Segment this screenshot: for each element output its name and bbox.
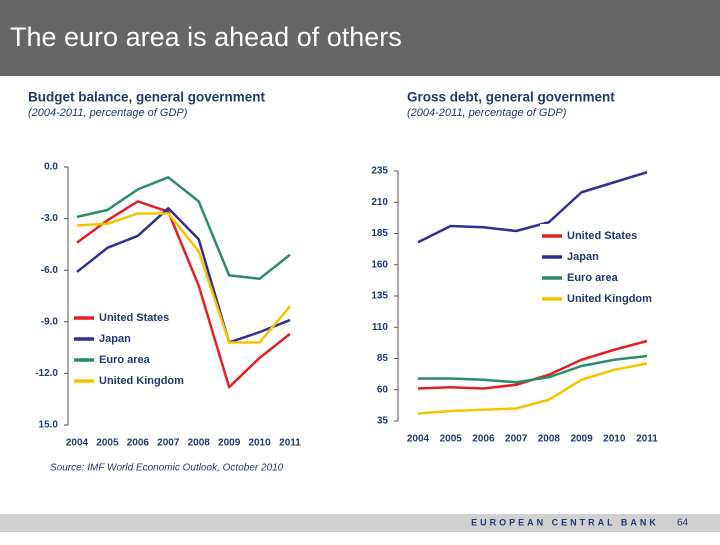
y-tick-label: -12.0 xyxy=(35,368,58,379)
x-tick-label: 2010 xyxy=(603,434,626,445)
x-tick-label: 2008 xyxy=(538,434,561,445)
x-tick-label: 2009 xyxy=(570,434,593,445)
x-tick-label: 2006 xyxy=(472,434,495,445)
x-tick-label: 2005 xyxy=(440,434,463,445)
series-line xyxy=(76,212,291,344)
chart-subtitle: (2004-2011, percentage of GDP) xyxy=(407,107,567,119)
y-tick-label: 110 xyxy=(372,322,389,333)
y-tick-label: 0.0 xyxy=(44,162,58,173)
y-tick-label: 60 xyxy=(377,384,389,395)
legend-label: United Kingdom xyxy=(99,375,184,387)
source: Source: IMF World Economic Outlook, Octo… xyxy=(50,463,284,474)
x-tick-label: 2007 xyxy=(157,438,180,449)
y-tick-label: -6.0 xyxy=(41,265,59,276)
y-tick-label: 210 xyxy=(371,197,388,208)
x-tick-label: 2008 xyxy=(188,438,211,449)
y-tick-label: -3.0 xyxy=(41,213,59,224)
x-tick-label: 2009 xyxy=(218,438,241,449)
y-tick-label: 185 xyxy=(371,228,388,239)
series-line xyxy=(417,171,648,244)
x-tick-label: 2004 xyxy=(407,434,430,445)
legend-label: Euro area xyxy=(567,272,619,284)
series-line xyxy=(418,354,648,384)
legend-label: Japan xyxy=(567,251,599,263)
y-tick-label: 35 xyxy=(377,416,389,427)
y-tick-label: 15.0 xyxy=(39,420,59,431)
x-tick-label: 2006 xyxy=(127,438,150,449)
series-line xyxy=(76,207,291,344)
x-tick-label: 2004 xyxy=(66,438,89,449)
series-line xyxy=(76,176,291,281)
y-tick-label: 135 xyxy=(371,291,388,302)
y-tick-label: -9.0 xyxy=(41,316,59,327)
page-number: 64 xyxy=(677,518,689,529)
legend-label: United States xyxy=(99,312,169,324)
series-line xyxy=(417,339,648,390)
series-line xyxy=(417,362,648,415)
x-tick-label: 2007 xyxy=(505,434,528,445)
y-tick-label: 235 xyxy=(371,166,388,177)
legend-label: United States xyxy=(567,230,637,242)
y-tick-label: 85 xyxy=(377,353,389,364)
title-bar xyxy=(0,0,720,76)
chart-title: Gross debt, general government xyxy=(407,90,615,105)
x-tick-label: 2005 xyxy=(96,438,119,449)
series-line xyxy=(76,200,291,389)
x-tick-label: 2010 xyxy=(248,438,271,449)
legend-label: Euro area xyxy=(99,354,151,366)
footer-bar xyxy=(0,514,720,532)
footer: EUROPEAN CENTRAL BANK xyxy=(471,517,659,527)
slide-title: The euro area is ahead of others xyxy=(10,22,402,52)
y-tick-label: 160 xyxy=(371,259,388,270)
x-tick-label: 2011 xyxy=(636,434,658,445)
legend-label: United Kingdom xyxy=(567,293,652,305)
chart-subtitle: (2004-2011, percentage of GDP) xyxy=(28,107,188,119)
legend-label: Japan xyxy=(99,333,131,345)
chart-title: Budget balance, general government xyxy=(28,90,266,105)
x-tick-label: 2011 xyxy=(279,438,301,449)
